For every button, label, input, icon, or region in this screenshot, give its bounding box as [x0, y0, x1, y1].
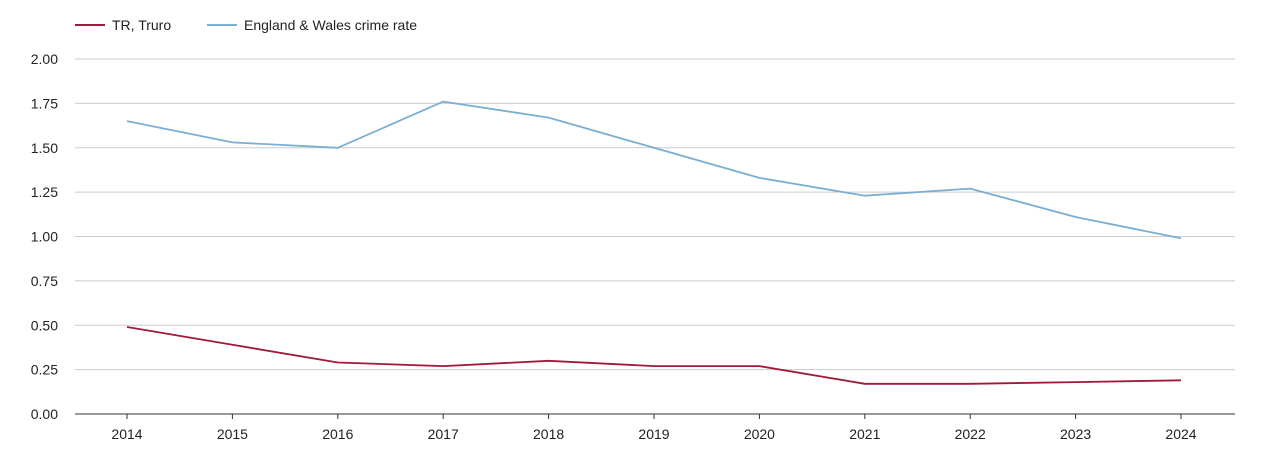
- x-tick-label: 2024: [1165, 426, 1196, 442]
- x-tick-label: 2018: [533, 426, 564, 442]
- legend-label-truro: TR, Truro: [112, 17, 171, 33]
- series-line-truro: [126, 326, 1182, 385]
- x-tick-label: 2016: [322, 426, 353, 442]
- gridlines: [75, 58, 1235, 371]
- x-tick-label: 2017: [428, 426, 459, 442]
- y-tick-label: 2.00: [31, 51, 58, 67]
- x-tick-label: 2022: [955, 426, 986, 442]
- x-tick-label: 2021: [849, 426, 880, 442]
- series-line-england-wales: [126, 100, 1182, 240]
- x-tick-label: 2020: [744, 426, 775, 442]
- y-tick-label: 0.00: [31, 406, 58, 422]
- x-axis: 2014 2015 2016 2017 2018 2019 2020 2021 2022 2023…: [75, 413, 1235, 442]
- y-tick-label: 1.50: [31, 140, 58, 156]
- chart-legend: TR, Truro England & Wales crime rate: [75, 17, 417, 33]
- legend-label-england-wales: England & Wales crime rate: [244, 17, 417, 33]
- data-series: [126, 100, 1182, 385]
- y-tick-label: 0.50: [31, 317, 58, 333]
- y-tick-label: 0.25: [31, 362, 58, 378]
- x-tick-label: 2015: [217, 426, 248, 442]
- y-tick-label: 0.75: [31, 273, 58, 289]
- x-tick-label: 2023: [1060, 426, 1091, 442]
- y-tick-label: 1.75: [31, 95, 58, 111]
- y-tick-label: 1.00: [31, 229, 58, 245]
- y-axis-tick-labels: 0.00 0.25 0.50 0.75 1.00 1.25 1.50 1.75 2.00: [31, 51, 58, 422]
- x-tick-label: 2019: [638, 426, 669, 442]
- x-tick-label: 2014: [111, 426, 142, 442]
- y-tick-label: 1.25: [31, 184, 58, 200]
